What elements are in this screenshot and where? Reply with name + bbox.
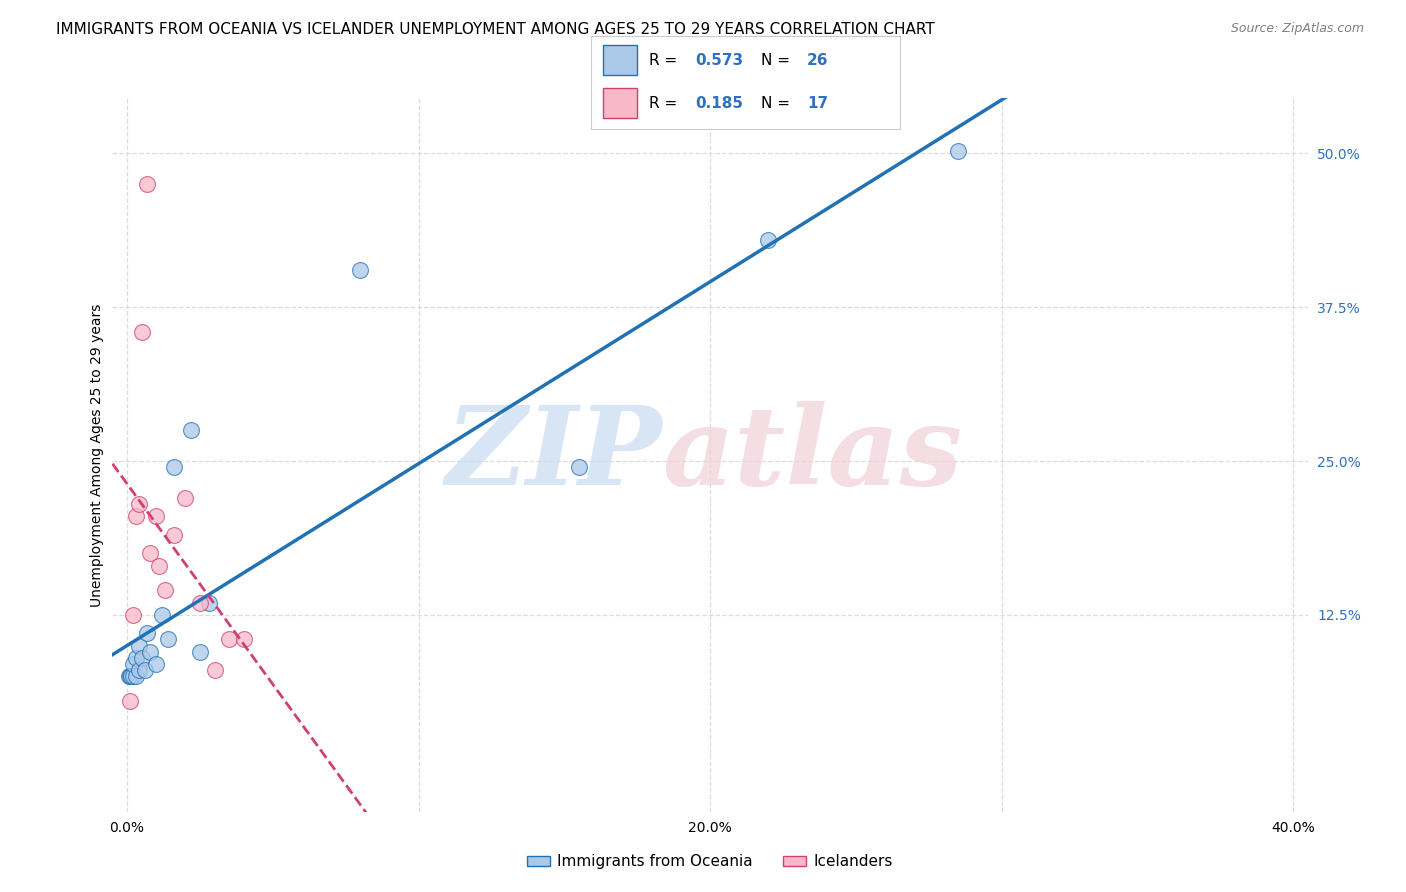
Point <box>204 663 226 677</box>
Text: R =: R = <box>650 95 682 111</box>
Point <box>163 528 186 542</box>
Text: ZIP: ZIP <box>446 401 662 508</box>
Point <box>128 639 150 653</box>
Text: IMMIGRANTS FROM OCEANIA VS ICELANDER UNEMPLOYMENT AMONG AGES 25 TO 29 YEARS CORR: IMMIGRANTS FROM OCEANIA VS ICELANDER UNE… <box>56 22 935 37</box>
Text: 0.573: 0.573 <box>696 53 744 68</box>
Point <box>150 607 173 622</box>
Point <box>125 669 148 683</box>
Point <box>197 596 219 610</box>
Point <box>131 325 153 339</box>
Point <box>139 645 162 659</box>
Point <box>139 546 162 560</box>
Point <box>136 178 159 192</box>
Point <box>145 657 167 671</box>
Point <box>174 491 197 505</box>
Point <box>122 669 145 683</box>
Text: N =: N = <box>761 53 794 68</box>
Point <box>188 645 211 659</box>
Point <box>218 632 240 647</box>
Point <box>349 263 371 277</box>
Legend: Immigrants from Oceania, Icelanders: Immigrants from Oceania, Icelanders <box>520 848 900 875</box>
Point <box>232 632 254 647</box>
Point <box>946 144 969 158</box>
Point <box>156 632 179 647</box>
Text: Source: ZipAtlas.com: Source: ZipAtlas.com <box>1230 22 1364 36</box>
Point <box>136 626 159 640</box>
Point <box>188 596 211 610</box>
Text: atlas: atlas <box>662 401 963 508</box>
Bar <box>603 88 637 118</box>
Point <box>117 669 139 683</box>
Point <box>118 694 141 708</box>
Point <box>118 669 141 683</box>
Point <box>128 663 150 677</box>
Point <box>148 558 170 573</box>
Point <box>163 460 186 475</box>
Point <box>145 509 167 524</box>
Point <box>120 669 142 683</box>
Point <box>122 607 145 622</box>
Bar <box>603 45 637 75</box>
Point <box>128 497 150 511</box>
Point <box>756 233 779 247</box>
Point <box>125 651 148 665</box>
Point <box>153 583 176 598</box>
Point <box>180 423 202 437</box>
Point <box>131 651 153 665</box>
Text: R =: R = <box>650 53 682 68</box>
Y-axis label: Unemployment Among Ages 25 to 29 years: Unemployment Among Ages 25 to 29 years <box>90 303 104 607</box>
Text: 17: 17 <box>807 95 828 111</box>
Point <box>122 657 145 671</box>
Text: 0.185: 0.185 <box>696 95 744 111</box>
Text: 26: 26 <box>807 53 828 68</box>
Point <box>568 460 591 475</box>
Point <box>125 509 148 524</box>
Text: N =: N = <box>761 95 794 111</box>
Point <box>134 663 156 677</box>
